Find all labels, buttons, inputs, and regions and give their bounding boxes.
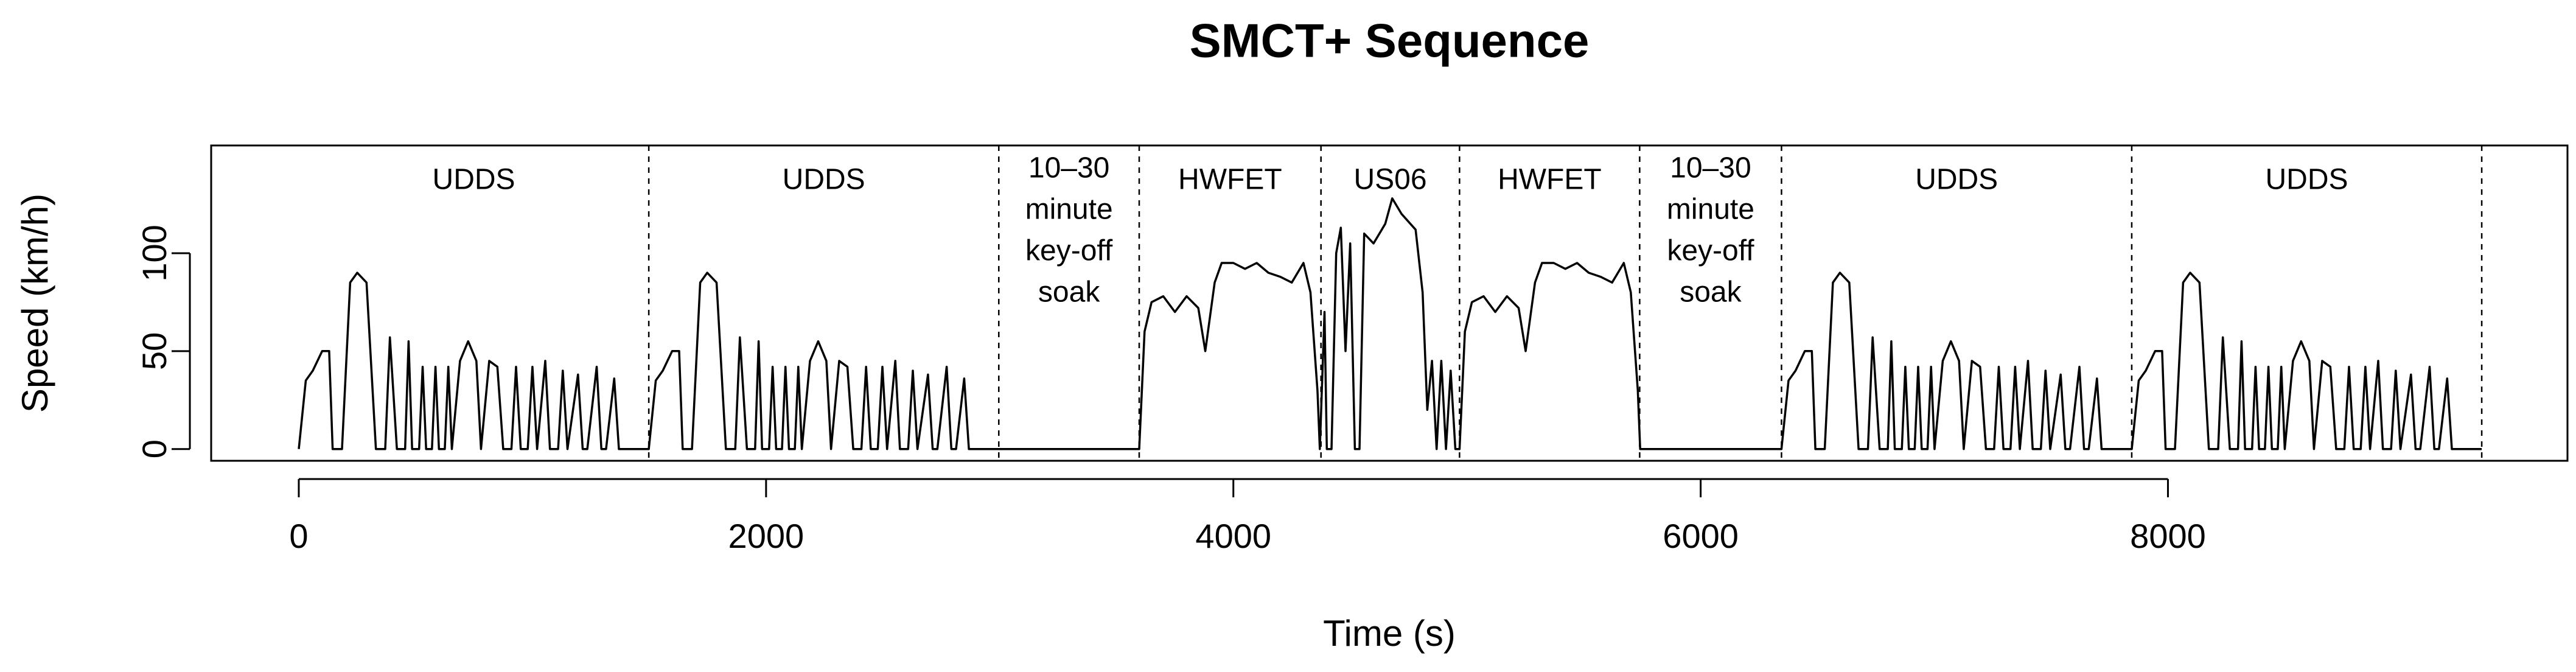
x-tick-label: 8000: [2130, 517, 2206, 555]
segment-label: soak: [1680, 276, 1742, 309]
segment-label: UDDS: [433, 164, 515, 196]
segment-label: UDDS: [1915, 164, 1998, 196]
segment-label: UDDS: [783, 164, 865, 196]
y-axis-label: Speed (km/h): [15, 194, 55, 413]
x-tick-label: 6000: [1663, 517, 1739, 555]
segment-label: 10–30: [1028, 152, 1109, 184]
segment-label: 10–30: [1670, 152, 1751, 184]
segment-label: HWFET: [1178, 164, 1282, 196]
x-axis-label: Time (s): [1323, 613, 1456, 654]
segment-label: minute: [1667, 194, 1754, 226]
x-tick-label: 2000: [728, 517, 805, 555]
chart-title: SMCT+ Sequence: [1190, 14, 1590, 68]
segment-label: US06: [1353, 164, 1426, 196]
segment-label: HWFET: [1498, 164, 1602, 196]
y-tick-label: 100: [135, 225, 173, 281]
x-tick-label: 4000: [1195, 517, 1271, 555]
segment-label: key-off: [1667, 235, 1754, 267]
speed-line: [298, 197, 2482, 450]
segment-label: minute: [1025, 194, 1113, 226]
y-tick-label: 0: [135, 439, 173, 458]
y-tick-label: 50: [135, 332, 173, 370]
segment-label: UDDS: [2266, 164, 2348, 196]
x-tick-label: 0: [289, 517, 308, 555]
segment-label: soak: [1038, 276, 1100, 309]
plot-frame: [210, 144, 2569, 462]
segment-label: key-off: [1025, 235, 1113, 267]
